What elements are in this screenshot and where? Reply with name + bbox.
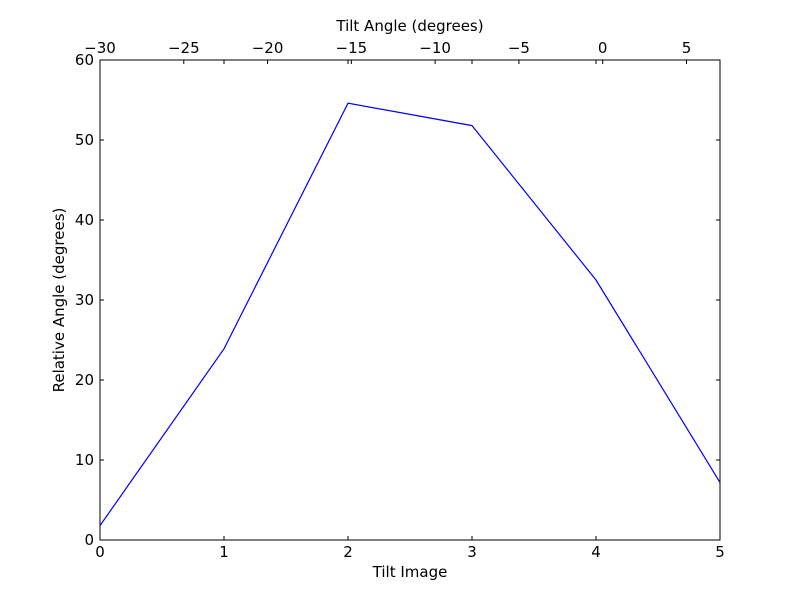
- y-tick-label: 0: [84, 531, 94, 549]
- y-tick-label: 60: [75, 51, 94, 69]
- x-tick-label: 1: [219, 543, 229, 561]
- y-tick-label: 10: [75, 451, 94, 469]
- y-tick-label: 30: [75, 291, 94, 309]
- x2-tick-label: −15: [336, 39, 368, 57]
- x2-tick-label: 5: [682, 39, 692, 57]
- y-axis-label: Relative Angle (degrees): [50, 208, 68, 393]
- x-tick-label: 0: [95, 543, 105, 561]
- plot-frame: [99, 59, 721, 541]
- top-x-axis-label: Tilt Angle (degrees): [335, 17, 483, 35]
- plot-area-background: [100, 60, 720, 540]
- x-tick-label: 2: [343, 543, 353, 561]
- y-tick-label: 20: [75, 371, 94, 389]
- x-tick-label: 4: [591, 543, 601, 561]
- x2-tick-label: −20: [252, 39, 284, 57]
- x2-tick-label: −5: [508, 39, 530, 57]
- series-layer: [99, 102, 721, 526]
- x2-tick-label: −10: [419, 39, 451, 57]
- y-tick-label: 40: [75, 211, 94, 229]
- x2-tick-label: 0: [598, 39, 608, 57]
- x2-tick-label: −25: [168, 39, 200, 57]
- x2-tick-label: −30: [84, 39, 116, 57]
- x-axis-label: Tilt Image: [372, 563, 448, 581]
- x-tick-label: 3: [467, 543, 477, 561]
- y-tick-label: 50: [75, 131, 94, 149]
- series-line: [99, 102, 721, 526]
- x-tick-label: 5: [715, 543, 725, 561]
